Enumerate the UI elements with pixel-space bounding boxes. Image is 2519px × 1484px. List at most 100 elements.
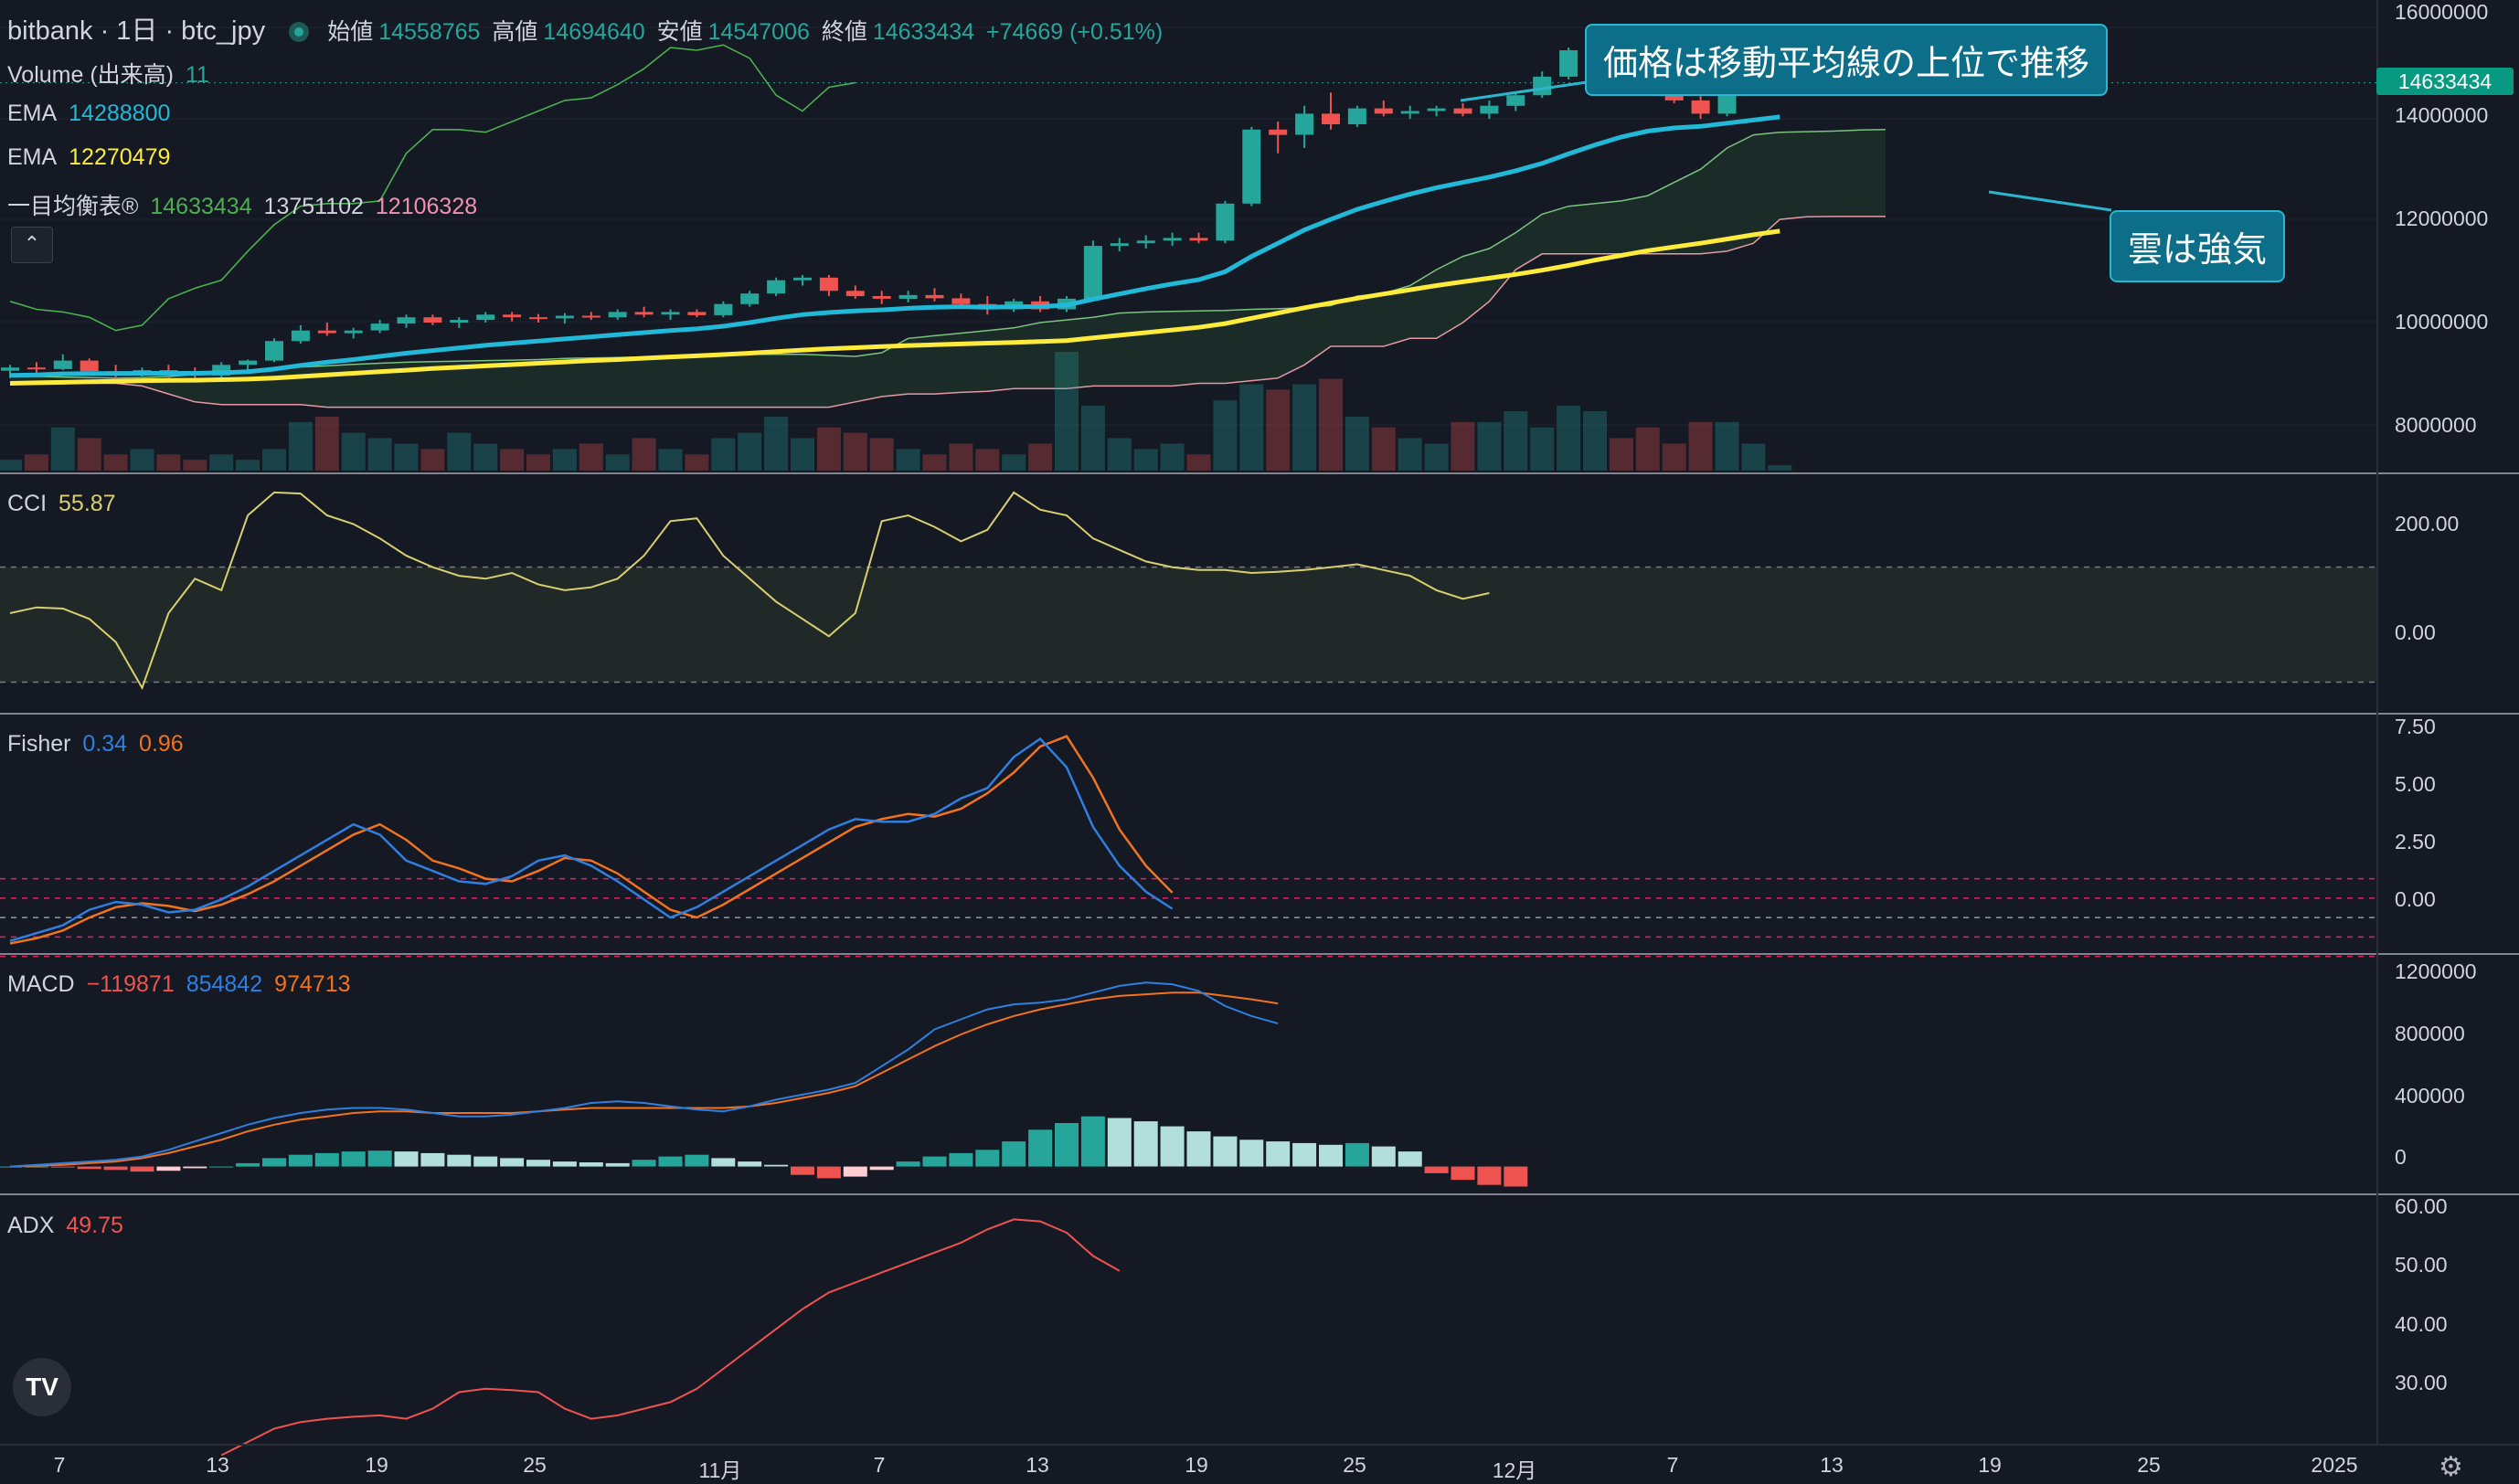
candle-body — [898, 294, 918, 299]
fisher-trigger-line — [9, 735, 1174, 945]
volume-bar — [658, 449, 683, 471]
adx-line — [220, 1218, 1121, 1457]
macd-histogram-bar — [24, 1166, 48, 1168]
annotation-connector — [1460, 80, 1588, 102]
volume-bar — [685, 454, 709, 471]
volume-bar — [50, 427, 75, 471]
pane-separator[interactable] — [0, 472, 2519, 474]
volume-legend[interactable]: Volume (出来高) 11 — [7, 57, 215, 90]
candle-body — [1136, 240, 1155, 244]
annotation-price-above-ma[interactable]: 価格は移動平均線の上位で推移 — [1585, 24, 2109, 96]
close-label: 終値 — [821, 19, 867, 45]
volume-bar — [1688, 421, 1713, 471]
macd-histogram-bar — [632, 1160, 656, 1167]
candle-body — [1717, 92, 1737, 114]
volume-bar — [738, 432, 762, 471]
volume-bar — [1477, 421, 1502, 471]
macd-histogram-bar — [1028, 1129, 1053, 1167]
candle-body — [1480, 105, 1499, 114]
volume-bar — [1080, 406, 1105, 471]
ema-fast-legend[interactable]: EMA 14288800 — [7, 101, 175, 127]
cci-pane[interactable] — [0, 491, 2376, 691]
time-axis-tick: 13 — [206, 1453, 229, 1477]
fisher-legend[interactable]: Fisher 0.34 0.96 — [7, 731, 189, 758]
volume-bar — [1504, 411, 1528, 471]
macd-histogram-bar — [288, 1154, 313, 1167]
gear-icon[interactable]: ⚙ — [2439, 1452, 2463, 1482]
macd-histogram-bar — [1424, 1166, 1449, 1173]
adx-legend[interactable]: ADX 49.75 — [7, 1213, 129, 1239]
volume-bar — [77, 438, 101, 471]
candle-body — [581, 315, 601, 318]
candle-body — [529, 317, 547, 320]
ichimoku-value-3: 12106328 — [375, 194, 478, 219]
volume-bar — [816, 427, 841, 471]
macd-histogram-bar — [183, 1166, 207, 1169]
chevron-up-icon[interactable]: ⌃ — [11, 227, 53, 263]
adx-axis-tick: 60.00 — [2395, 1194, 2448, 1218]
adx-pane[interactable] — [220, 1218, 1121, 1457]
macd-axis-tick: 1200000 — [2395, 959, 2477, 983]
macd-histogram-bar — [1266, 1141, 1291, 1167]
ema-slow-label: EMA — [7, 144, 58, 170]
time-axis-tick: 25 — [1343, 1453, 1366, 1477]
volume-bar — [791, 438, 814, 471]
senkou-span-a — [10, 129, 1886, 379]
price-axis-tick: 16000000 — [2395, 0, 2489, 24]
macd-histogram-bar — [685, 1154, 709, 1167]
annotation-kumo-bullish[interactable]: 雲は強気 — [2110, 210, 2286, 282]
ichimoku-legend[interactable]: 一目均衡表® 14633434 13751102 12106328 — [7, 188, 483, 221]
macd-histogram-bar — [791, 1166, 814, 1175]
volume-label: Volume (出来高) — [7, 62, 174, 88]
tradingview-logo[interactable]: TV — [13, 1358, 71, 1416]
time-axis-tick: 13 — [1820, 1453, 1844, 1477]
fisher-value-2: 0.96 — [139, 731, 184, 757]
low-label: 安値 — [656, 19, 703, 45]
ema-fast-label: EMA — [7, 101, 58, 126]
volume-bar — [1530, 427, 1555, 471]
time-axis-tick: 11月 — [698, 1458, 742, 1482]
volume-bar — [711, 438, 736, 471]
pane-separator[interactable] — [0, 953, 2519, 955]
time-axis-tick: 13 — [1026, 1453, 1049, 1477]
macd-pane[interactable] — [0, 981, 1528, 1187]
time-axis-border — [0, 1444, 2519, 1446]
volume-bar — [1609, 438, 1633, 471]
macd-legend[interactable]: MACD −119871 854842 974713 — [7, 971, 356, 998]
volume-bar — [209, 454, 234, 471]
volume-bar — [1055, 352, 1079, 471]
ichimoku-label: 一目均衡表® — [7, 194, 139, 219]
macd-histogram-bar — [764, 1164, 789, 1167]
high-label: 高値 — [492, 19, 538, 45]
low-value: 14547006 — [707, 19, 810, 45]
volume-bar — [314, 416, 339, 471]
price-axis-tick: 8000000 — [2395, 413, 2477, 437]
macd-histogram-bar — [579, 1162, 603, 1167]
ichimoku-value-1: 14633434 — [150, 194, 252, 219]
volume-bar — [1107, 438, 1132, 471]
volume-bar — [288, 421, 313, 471]
price-axis-border — [2376, 0, 2378, 1444]
volume-bar — [130, 449, 154, 471]
ema-slow-legend[interactable]: EMA 12270479 — [7, 144, 175, 171]
pane-separator[interactable] — [0, 713, 2519, 715]
macd-histogram-bar — [1319, 1144, 1343, 1167]
macd-histogram-bar — [130, 1166, 154, 1172]
candle-body — [1400, 111, 1419, 114]
candle-body — [845, 291, 865, 297]
symbol-title[interactable]: bitbank · 1日 · btc_jpy — [7, 16, 266, 46]
candle-body — [740, 293, 760, 304]
macd-label: MACD — [7, 971, 75, 997]
fisher-pane[interactable] — [0, 735, 2376, 958]
pane-separator[interactable] — [0, 1193, 2519, 1195]
macd-histogram-bar — [869, 1166, 894, 1171]
candle-body — [767, 280, 786, 294]
macd-histogram-bar — [50, 1166, 75, 1168]
candle-body — [423, 317, 442, 323]
cci-legend[interactable]: CCI 55.87 — [7, 491, 122, 517]
macd-histogram-bar — [447, 1154, 472, 1167]
volume-bar — [420, 449, 445, 471]
candle-body — [1559, 50, 1578, 77]
price-pane[interactable] — [0, 39, 2376, 471]
macd-histogram-bar — [1239, 1140, 1264, 1167]
